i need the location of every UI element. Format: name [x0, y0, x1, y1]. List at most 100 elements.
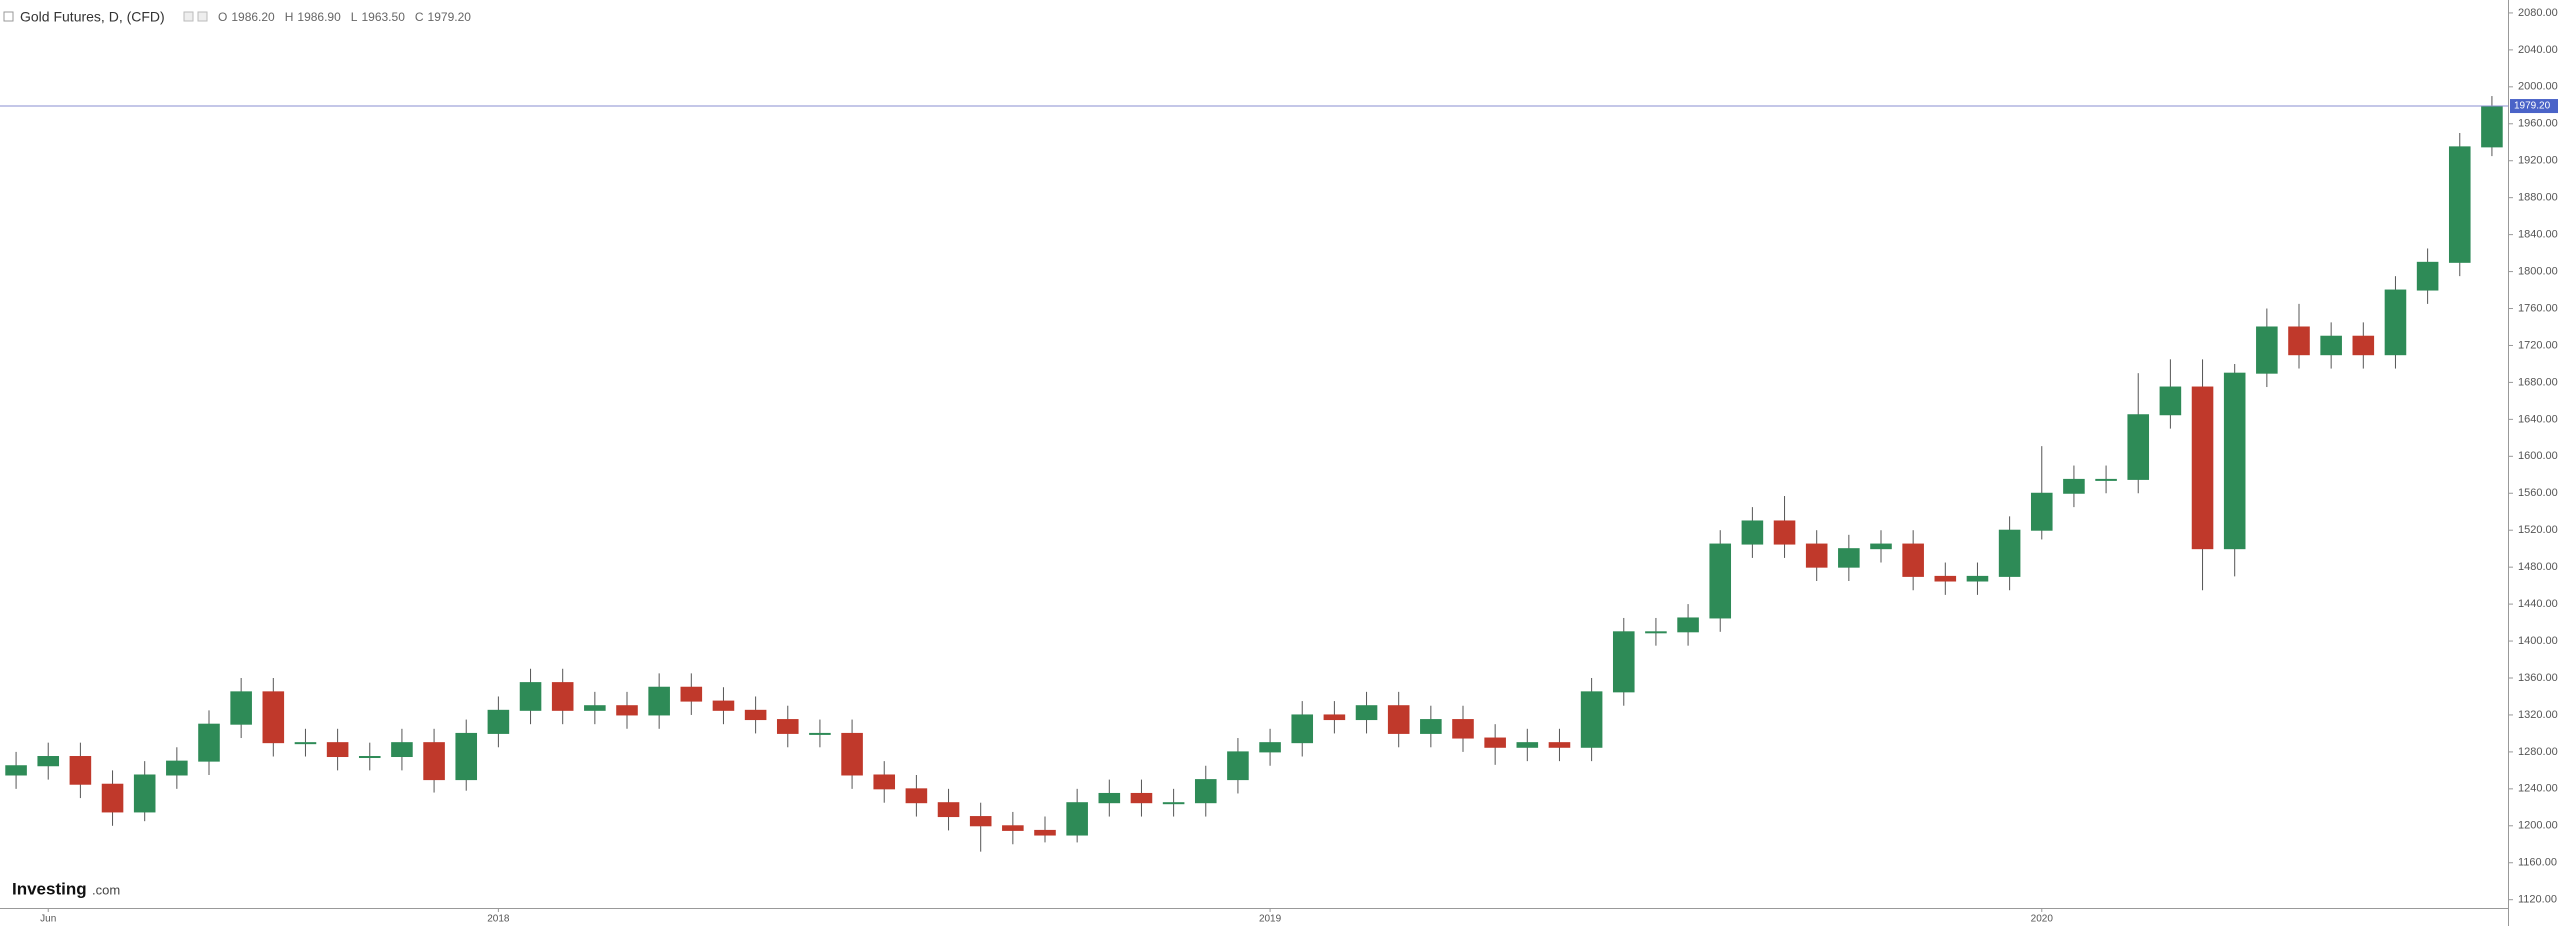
candle-body	[873, 774, 896, 790]
y-tick-label: 2080.00	[2518, 7, 2558, 19]
candle-body	[584, 705, 606, 711]
candle-body	[1966, 575, 1989, 582]
candle-body	[2320, 335, 2342, 356]
y-tick-label: 1560.00	[2518, 487, 2558, 499]
candle-body	[1580, 691, 1603, 748]
ohlc-value: 1986.90	[297, 10, 341, 24]
y-tick-label: 1720.00	[2518, 339, 2558, 351]
candle-body	[1098, 792, 1121, 804]
last-price-box	[2510, 99, 2558, 114]
y-tick-label: 1520.00	[2518, 524, 2558, 536]
candle-body	[2159, 386, 2182, 416]
candle-body	[1548, 742, 1571, 748]
y-tick-label: 2000.00	[2518, 81, 2558, 93]
y-tick-label: 1320.00	[2518, 709, 2558, 721]
ohlc-name: O	[218, 10, 227, 24]
candle-body	[551, 682, 574, 711]
ohlc-name: L	[351, 10, 358, 24]
candle-body	[262, 691, 285, 744]
ohlc-value: 1963.50	[361, 10, 405, 24]
candle-body	[2448, 146, 2471, 263]
candle-body	[2481, 105, 2503, 148]
candle-body	[391, 742, 413, 758]
candle-body	[455, 732, 478, 781]
y-tick-label: 2040.00	[2518, 44, 2558, 56]
brand-suffix: .com	[92, 882, 120, 897]
candle-body	[1484, 737, 1506, 748]
candle-body	[809, 732, 831, 735]
x-tick-label: Jun	[40, 914, 56, 925]
y-tick-label: 1120.00	[2518, 894, 2557, 906]
candle-body	[1902, 543, 1924, 577]
candle-body	[2223, 372, 2246, 550]
candle-body	[2384, 289, 2407, 356]
y-tick-label: 1160.00	[2518, 857, 2557, 869]
candle-body	[69, 756, 92, 785]
candle-body	[776, 719, 799, 734]
candle-body	[1034, 829, 1056, 836]
candle-body	[326, 742, 349, 758]
candle-body	[2063, 478, 2085, 494]
candle-body	[1645, 631, 1667, 634]
candle-body	[1355, 705, 1378, 721]
candle-body	[487, 709, 510, 734]
candle-body	[1838, 548, 1860, 568]
candle-body	[519, 682, 542, 711]
candle-body	[1741, 520, 1764, 545]
chart-title: Gold Futures, D, (CFD)	[20, 9, 165, 25]
x-tick-label: 2020	[2031, 914, 2054, 925]
candle-body	[1420, 719, 1442, 734]
candle-body	[1259, 742, 1281, 753]
candle-body	[2256, 326, 2278, 374]
candle-body	[2127, 414, 2150, 480]
last-price-label: 1979.20	[2514, 101, 2551, 112]
candle-body	[680, 686, 703, 702]
y-tick-label: 1960.00	[2518, 118, 2558, 130]
candle-body	[133, 774, 156, 813]
candle-body	[37, 756, 60, 767]
candle-body	[230, 691, 252, 725]
candle-body	[2095, 478, 2117, 481]
ohlc-name: C	[415, 10, 424, 24]
candle-body	[294, 742, 317, 745]
candle-body	[2288, 326, 2310, 356]
candle-body	[969, 816, 992, 827]
candle-body	[1066, 802, 1088, 836]
candle-body	[744, 709, 767, 721]
candle-body	[2030, 492, 2053, 531]
candle-body	[1227, 751, 1249, 781]
candle-body	[712, 700, 735, 711]
y-tick-label: 1800.00	[2518, 265, 2558, 277]
candle-body	[937, 802, 960, 818]
y-tick-label: 1680.00	[2518, 376, 2558, 388]
y-tick-label: 1360.00	[2518, 672, 2558, 684]
candle-body	[905, 788, 928, 804]
y-tick-label: 1400.00	[2518, 635, 2558, 647]
candle-body	[1870, 543, 1892, 550]
candle-body	[1934, 575, 1957, 582]
candle-body	[841, 732, 863, 776]
legend-icon	[197, 11, 208, 22]
candle-body	[1130, 792, 1153, 804]
candle-body	[1612, 631, 1635, 693]
candle-body	[5, 765, 27, 776]
y-tick-label: 1240.00	[2518, 783, 2558, 795]
candle-body	[1677, 617, 1699, 633]
x-tick-label: 2019	[1259, 914, 1282, 925]
candle-body	[1709, 543, 1732, 619]
candle-body	[2416, 261, 2439, 291]
y-tick-label: 1200.00	[2518, 820, 2558, 832]
candle-body	[1452, 719, 1474, 739]
y-tick-label: 1480.00	[2518, 561, 2558, 573]
y-tick-label: 1440.00	[2518, 598, 2558, 610]
ohlc-value: 1986.20	[231, 10, 275, 24]
collapse-icon[interactable]	[3, 11, 14, 22]
y-tick-label: 1280.00	[2518, 746, 2558, 758]
ohlc-value: 1979.20	[428, 10, 472, 24]
candle-body	[358, 756, 381, 759]
candle-body	[198, 723, 220, 762]
candle-body	[1805, 543, 1828, 568]
candle-body	[2191, 386, 2214, 550]
candle-body	[1194, 779, 1217, 804]
legend-icon	[183, 11, 194, 22]
